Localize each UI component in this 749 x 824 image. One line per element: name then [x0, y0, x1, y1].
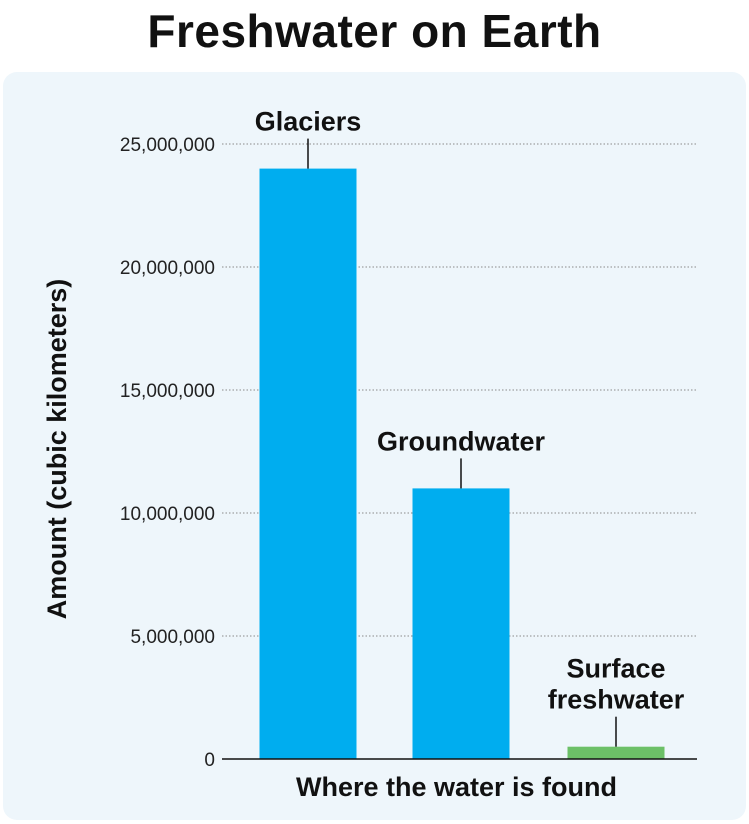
bars — [259, 168, 665, 760]
y-axis-title: Amount (cubic kilometers) — [42, 279, 72, 620]
bar — [567, 746, 665, 759]
y-tick-label: 5,000,000 — [130, 627, 215, 648]
y-tick-label: 0 — [204, 750, 215, 771]
y-tick-label: 10,000,000 — [120, 504, 215, 525]
chart-panel — [3, 72, 746, 820]
gridlines — [222, 143, 697, 637]
x-axis-title: Where the water is found — [296, 772, 617, 802]
bar-category-label: Surface — [566, 654, 665, 684]
y-axis-ticks: 0 5,000,000 10,000,000 15,000,000 20,000,000… — [120, 135, 215, 771]
y-tick-label: 25,000,000 — [120, 135, 215, 156]
y-tick-label: 20,000,000 — [120, 258, 215, 279]
bar-category-label: Glaciers — [255, 107, 362, 137]
bar-category-label: freshwater — [548, 685, 685, 715]
bar — [412, 488, 510, 759]
bar — [259, 168, 357, 760]
bar-category-label: Groundwater — [377, 426, 546, 456]
y-tick-label: 15,000,000 — [120, 381, 215, 402]
chart-title: Freshwater on Earth — [147, 5, 602, 57]
